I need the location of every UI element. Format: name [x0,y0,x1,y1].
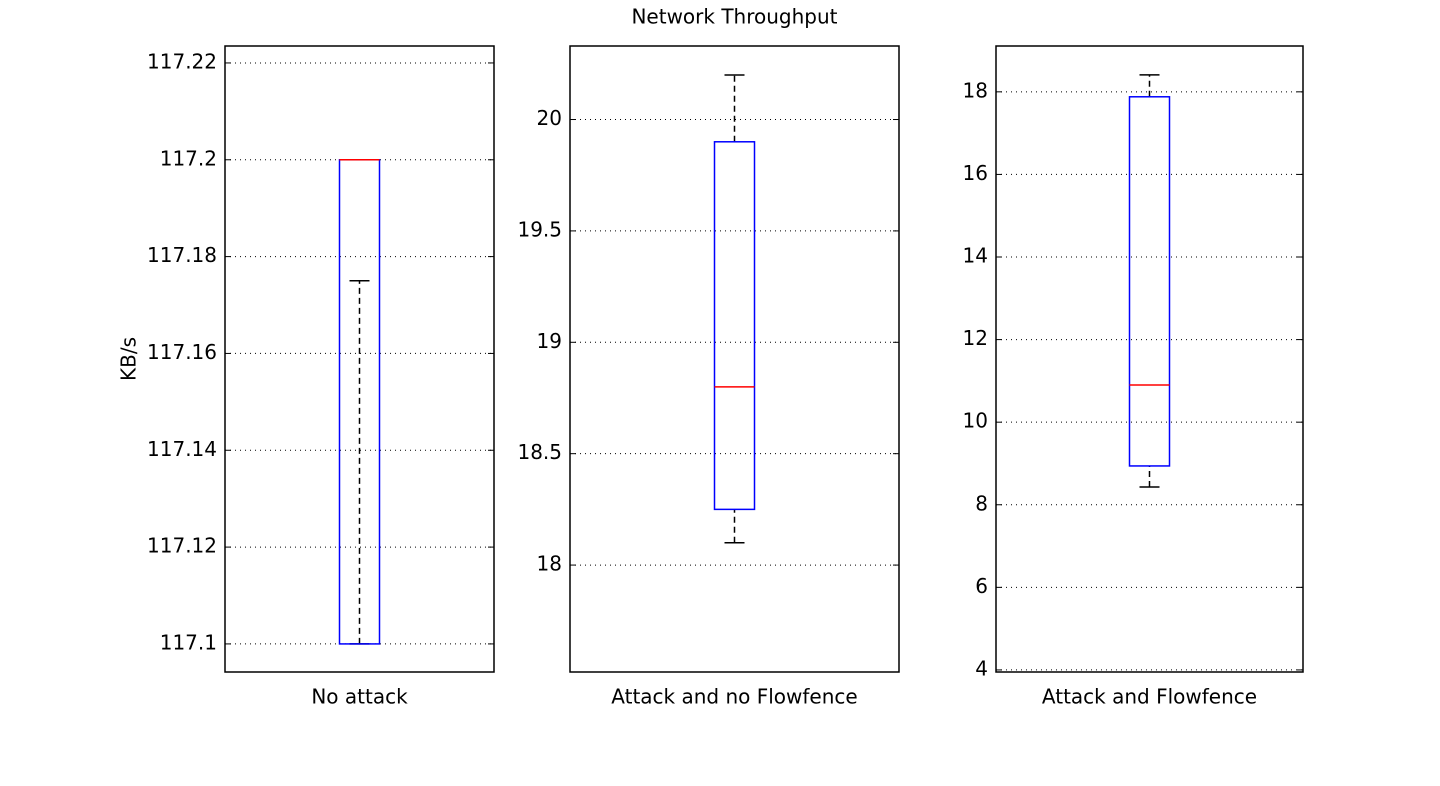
y-tick-label: 117.12 [147,534,217,558]
axes-frame [224,45,495,673]
y-tick-label: 117.2 [160,146,217,170]
y-tick-label: 117.18 [147,243,217,267]
y-tick-label: 10 [963,409,988,433]
y-tick-label: 6 [975,574,988,598]
y-tick-label: 117.14 [147,437,217,461]
y-tick-label: 12 [963,326,988,350]
y-tick-label: 20 [537,106,562,130]
chart-title: Network Throughput [631,5,837,29]
y-tick-label: 19.5 [517,217,562,241]
x-tick-label: Attack and no Flowfence [611,685,857,709]
box [713,141,756,511]
y-tick-label: 117.16 [147,340,217,364]
x-tick-label: No attack [311,685,408,709]
y-tick-label: 16 [963,161,988,185]
y-tick-label: 117.22 [147,49,217,73]
y-tick-label: 18.5 [517,440,562,464]
axes-frame [995,45,1304,673]
y-tick-label: 14 [963,244,988,268]
axes-frame [569,45,900,673]
y-tick-label: 117.1 [160,630,217,654]
y-axis-label: KB/s [117,337,141,381]
y-tick-label: 18 [537,552,562,576]
y-tick-label: 19 [537,329,562,353]
x-tick-label: Attack and Flowfence [1042,685,1257,709]
y-tick-label: 8 [975,491,988,515]
y-tick-label: 18 [963,78,988,102]
y-tick-label: 4 [975,656,988,680]
box [1128,96,1171,467]
